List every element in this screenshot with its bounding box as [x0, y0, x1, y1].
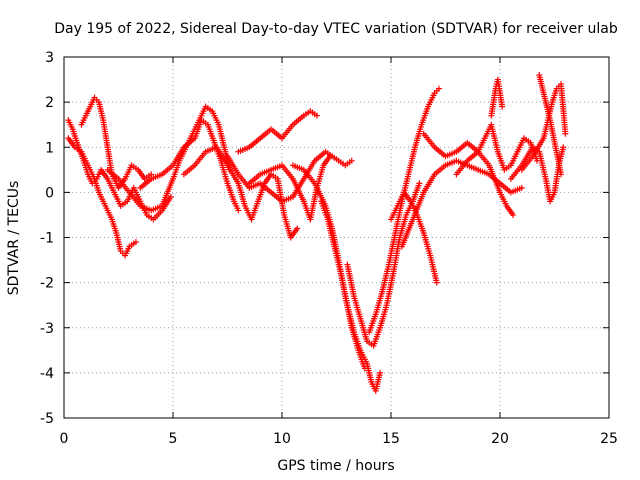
data-point	[416, 180, 423, 187]
x-tick-label: 20	[491, 431, 509, 447]
y-tick-labels: -5 -4 -3 -2 -1 0 1 2 3	[40, 50, 54, 427]
y-axis-label: SDTVAR / TECUs	[6, 181, 22, 296]
x-tick-label: 0	[60, 431, 69, 447]
data-point	[132, 239, 139, 246]
x-tick-label: 25	[600, 431, 618, 447]
y-tick-label: 1	[45, 140, 54, 156]
x-tick-labels: 0 5 10 15 20 25	[60, 431, 618, 447]
y-tick-label: 2	[45, 95, 54, 111]
data-point	[313, 112, 320, 119]
x-axis-label: GPS time / hours	[277, 458, 394, 474]
y-tick-label: -5	[40, 411, 54, 427]
plot-frame	[63, 56, 610, 419]
x-tick-label: 15	[382, 431, 400, 447]
y-tick-label: -1	[40, 231, 54, 247]
y-tick-label: 0	[45, 185, 54, 201]
data-point	[167, 193, 174, 200]
data-point	[558, 171, 565, 178]
data-point	[348, 157, 355, 164]
y-tick-label: -2	[40, 276, 54, 292]
chart-title: Day 195 of 2022, Sidereal Day-to-day VTE…	[54, 21, 618, 37]
y-tick-label: -3	[40, 321, 54, 337]
x-tick-label: 5	[169, 431, 178, 447]
data-point	[294, 225, 301, 232]
data-point	[499, 103, 506, 110]
data-point	[326, 153, 333, 160]
y-tick-label: -4	[40, 366, 54, 382]
data-point	[518, 184, 525, 191]
x-tick-label: 10	[273, 431, 291, 447]
data-point	[560, 144, 567, 151]
data-point	[435, 85, 442, 92]
data-point	[377, 369, 384, 376]
data-point	[433, 279, 440, 286]
y-tick-label: 3	[45, 50, 54, 66]
data-point	[562, 130, 569, 137]
data-points	[65, 72, 569, 394]
data-point	[235, 207, 242, 214]
data-point	[510, 211, 517, 218]
